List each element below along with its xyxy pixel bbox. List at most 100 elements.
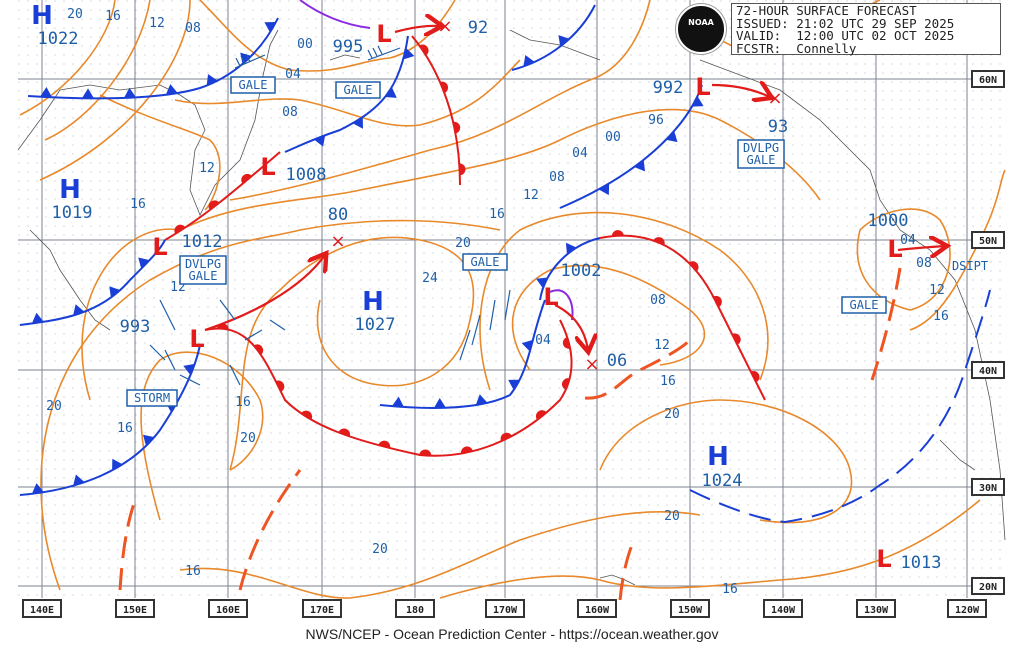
forecast-position: × 93 [767,88,788,137]
storm-warning: STORM [126,389,178,407]
cold-front-triangle [391,396,404,407]
warm-front-semicircle [439,81,449,94]
svg-text:×: × [584,354,599,375]
svg-text:L: L [695,73,710,101]
svg-text:16: 16 [235,395,251,410]
longitude-label-box [302,599,342,618]
issued-time: ISSUED: 21:02 UTC 29 SEP 2025 [736,15,955,31]
longitude-label: 140E [30,605,54,616]
cold-front-triangle [183,363,195,376]
svg-text:L: L [543,283,558,311]
warm-front-semicircle [275,380,285,392]
cold-front-triangle [123,87,136,98]
cold-front-triangle [508,379,520,391]
longitude-label: 160E [216,605,240,616]
latitude-label: 20N [979,582,997,593]
cold-front-triangle [31,483,44,494]
warm-front-semicircle [561,378,570,390]
svg-text:L: L [189,325,204,353]
gale-warning: GALE [462,253,508,271]
svg-text:H: H [362,287,384,317]
footer-credit: NWS/NCEP - Ocean Prediction Center - htt… [305,626,719,642]
svg-text:H: H [31,1,53,31]
svg-text:DVLPG: DVLPG [743,141,779,155]
cold-front-triangle [536,277,548,289]
svg-text:×: × [437,16,452,37]
cold-front [19,239,166,326]
fronts [19,0,991,601]
svg-text:16: 16 [660,374,676,389]
svg-text:1008: 1008 [286,165,327,185]
svg-text:12: 12 [149,16,165,31]
cold-front-triangle [433,397,446,408]
longitude-label: 150E [123,605,147,616]
forecast-position: × 92 [437,16,488,38]
forecast-position: × 80 [328,205,348,252]
storm-tracks [204,26,945,350]
longitude-label-box [208,599,248,618]
svg-text:16: 16 [933,309,949,324]
cold-front-triangle [73,304,85,316]
low-center: L 993 [120,317,205,353]
forecast-position: × 06 [584,351,627,375]
svg-text:1022: 1022 [38,29,79,49]
svg-text:1013: 1013 [901,553,942,573]
cold-front-triangle [523,55,535,67]
occluded-front [549,289,574,321]
longitude-label: 160W [585,605,610,616]
longitude-label: 150W [678,605,703,616]
latitude-label: 40N [979,366,997,377]
low-center: L 1008 [260,153,326,185]
latitude-label: 60N [979,75,997,86]
svg-text:GALE: GALE [747,153,776,167]
cold-front-triangle [165,84,178,95]
warm-front-semicircle [453,121,461,134]
dot-grid [18,0,1005,598]
cold-front-triangle [264,22,276,33]
cold-front-triangle [352,116,363,129]
svg-text:STORM: STORM [134,391,170,405]
cold-front-triangle [31,312,44,324]
cold-front-triangle [598,183,610,196]
cold-front-triangle [666,130,678,143]
warm-front-semicircle [562,337,571,349]
cold-front-triangle [138,257,150,269]
latitude-label: 30N [979,483,997,494]
warm-front-semicircle [653,237,665,246]
svg-text:20: 20 [455,236,471,251]
svg-text:04: 04 [535,333,551,348]
longitude-label-box [22,599,62,618]
trough [238,469,302,591]
svg-text:16: 16 [185,564,201,579]
trough [118,499,137,591]
svg-text:GALE: GALE [850,298,879,312]
svg-text:16: 16 [105,9,121,24]
longitude-label-box [115,599,155,618]
svg-text:H: H [707,442,729,472]
forecast-front [689,289,991,524]
svg-text:20: 20 [67,7,83,22]
svg-text:×: × [767,88,782,109]
svg-text:96: 96 [648,113,664,128]
cold-front-triangle [109,286,121,298]
warm-front-semicircle [459,163,466,176]
svg-text:00: 00 [297,37,313,52]
svg-text:16: 16 [489,207,505,222]
cold-front-triangle [634,159,646,172]
latitude-label: 50N [979,236,997,247]
gale-warning: GALE [335,81,381,99]
cold-front-triangle [142,434,155,446]
occluded-front [299,0,371,29]
warm-front-semicircle [241,173,252,184]
cold-front-triangle [73,474,85,486]
svg-text:20: 20 [372,542,388,557]
cold-front [19,344,201,496]
longitude-label: 170W [493,605,518,616]
longitude-label-box [395,599,435,618]
svg-text:92: 92 [468,18,488,38]
